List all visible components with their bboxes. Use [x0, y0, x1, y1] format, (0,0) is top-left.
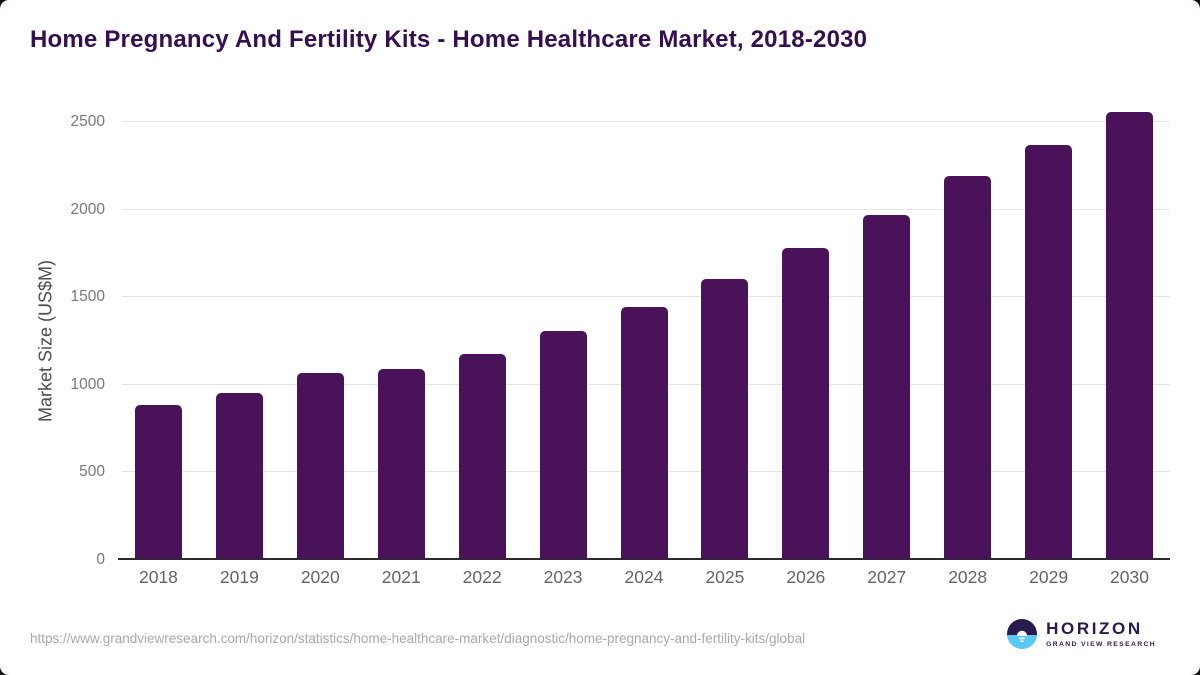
gridline-1500: [122, 296, 1170, 298]
x-tick-label-2022: 2022: [462, 567, 502, 587]
x-tick-label-2028: 2028: [948, 567, 988, 587]
x-tick-label-2024: 2024: [624, 567, 664, 587]
x-tick-label-2026: 2026: [786, 567, 826, 587]
gridline-2000: [122, 208, 1170, 210]
bar-2027[interactable]: [863, 214, 911, 559]
x-tick-label-2018: 2018: [138, 567, 178, 587]
bar-2030[interactable]: [1106, 112, 1154, 559]
horizon-logo-name: HORIZON: [1046, 619, 1143, 639]
y-tick-label-0: 0: [96, 551, 105, 568]
bar-2025[interactable]: [701, 278, 749, 559]
x-tick-label-2020: 2020: [300, 567, 340, 587]
bar-2024[interactable]: [620, 306, 668, 559]
y-tick-label-500: 500: [79, 463, 105, 481]
x-tick-label-2029: 2029: [1029, 567, 1069, 587]
y-axis-title: Market Size (US$M): [35, 259, 56, 423]
bar-2022[interactable]: [458, 354, 506, 559]
horizon-logo: HORIZON GRAND VIEW RESEARCH: [1007, 619, 1156, 649]
x-tick-label-2030: 2030: [1110, 567, 1149, 587]
y-tick-label-1500: 1500: [70, 288, 105, 306]
bar-2020[interactable]: [296, 373, 344, 559]
horizon-logo-text: HORIZON GRAND VIEW RESEARCH: [1046, 619, 1156, 648]
y-tick-label-2000: 2000: [70, 200, 105, 218]
horizon-logo-icon: [1007, 619, 1038, 649]
x-tick-label-2025: 2025: [705, 567, 745, 587]
bar-2019[interactable]: [215, 392, 263, 559]
y-tick-label-2500: 2500: [70, 113, 105, 130]
y-tick-label-1000: 1000: [70, 375, 105, 393]
horizon-logo-tagline: GRAND VIEW RESEARCH: [1046, 640, 1156, 648]
bar-2023[interactable]: [539, 331, 587, 559]
x-tick-label-2023: 2023: [543, 567, 583, 587]
bar-2021[interactable]: [377, 368, 425, 559]
bar-2018[interactable]: [134, 404, 182, 559]
bar-2028[interactable]: [944, 176, 992, 559]
x-tick-label-2019: 2019: [219, 567, 259, 587]
source-url: https://www.grandviewresearch.com/horizo…: [30, 631, 806, 646]
x-axis-line: [118, 558, 1170, 560]
gridline-2500: [122, 121, 1170, 122]
bar-2026[interactable]: [782, 248, 830, 559]
bar-2029[interactable]: [1025, 144, 1073, 559]
bar-chart-plot-area: [118, 112, 1170, 560]
x-tick-label-2027: 2027: [867, 567, 907, 587]
x-tick-label-2021: 2021: [381, 567, 421, 587]
page-title: Home Pregnancy And Fertility Kits - Home…: [30, 26, 868, 53]
